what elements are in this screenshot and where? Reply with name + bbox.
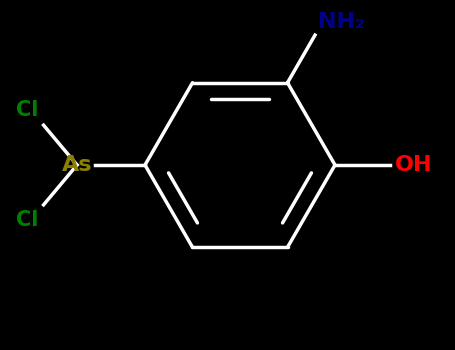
Text: Cl: Cl [16, 210, 39, 230]
Text: As: As [62, 155, 92, 175]
Text: Cl: Cl [16, 100, 39, 120]
Text: OH: OH [395, 155, 433, 175]
Text: NH₂: NH₂ [318, 12, 365, 32]
